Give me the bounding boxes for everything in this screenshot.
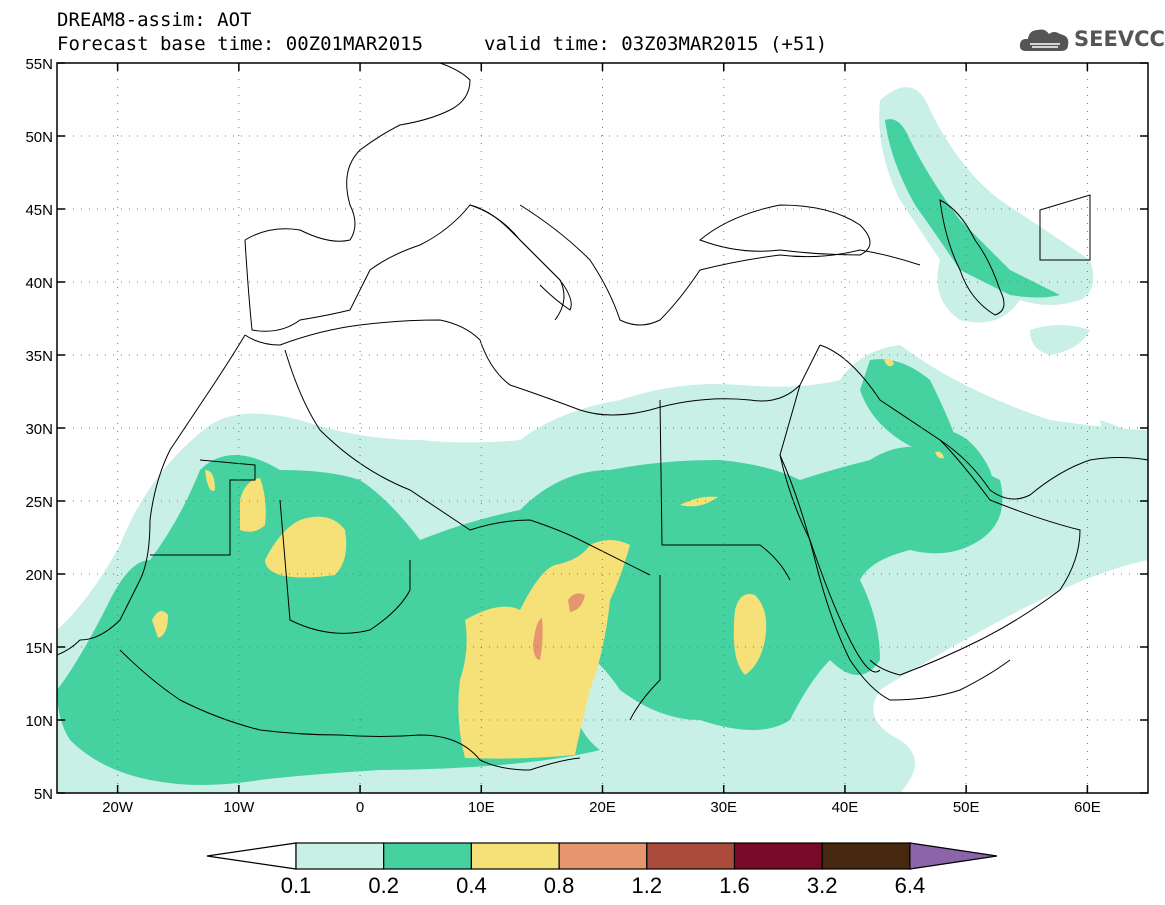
lon-label: 0 [356,799,364,816]
lon-label: 10W [223,799,255,816]
forecast-base-time: Forecast base time: 00Z01MAR2015 [57,33,424,55]
lon-label: 30E [710,799,737,816]
colorbar-swatch [733,842,823,870]
lat-label: 5N [34,786,53,803]
colorbar-label: 1.2 [632,873,663,898]
lat-label: 55N [25,56,53,73]
map-title: DREAM8-assim: AOT [57,9,252,31]
cloud-icon [1019,29,1069,51]
colorbar-label: 1.6 [719,873,750,898]
lat-label: 40N [25,275,53,292]
lon-label: 20W [102,799,134,816]
longitude-labels: 20W 10W 0 10E 20E 30E 40E 50E 60E [102,799,1101,816]
colorbar-swatch [558,842,648,870]
lon-label: 20E [589,799,616,816]
colorbar-label: 0.2 [368,873,399,898]
lat-label: 10N [25,713,53,730]
colorbar: 0.1 0.2 0.4 0.8 1.2 1.6 3.2 6.4 [206,842,998,898]
aot-shading [57,87,1148,793]
colorbar-low-arrow [206,842,297,870]
lon-label: 10E [468,799,495,816]
colorbar-swatch [295,842,385,870]
lat-label: 35N [25,348,53,365]
colorbar-label: 0.4 [456,873,487,898]
colorbar-swatch [821,842,911,870]
seevccc-logo: SEEVCCC [1018,24,1165,56]
colorbar-label: 3.2 [807,873,838,898]
colorbar-swatch [646,842,736,870]
lat-label: 30N [25,421,53,438]
valid-time: valid time: 03Z03MAR2015 (+51) [484,33,828,55]
lon-label: 40E [832,799,859,816]
lat-label: 25N [25,494,53,511]
latitude-labels: 55N 50N 45N 40N 35N 30N 25N 20N 15N 10N 5N [25,56,53,803]
colorbar-label: 0.8 [544,873,575,898]
lon-label: 50E [953,799,980,816]
lat-label: 45N [25,202,53,219]
colorbar-swatch [383,842,473,870]
colorbar-label: 6.4 [895,873,926,898]
graticule [57,63,1148,793]
lat-label: 50N [25,129,53,146]
colorbar-swatch [470,842,560,870]
colorbar-high-arrow [909,842,998,870]
logo-text: SEEVCCC [1074,27,1165,51]
lat-label: 15N [25,640,53,657]
lon-label: 60E [1074,799,1101,816]
coastlines [57,63,1148,771]
lat-label: 20N [25,567,53,584]
colorbar-label: 0.1 [281,873,312,898]
axis-ticks [57,62,1148,794]
